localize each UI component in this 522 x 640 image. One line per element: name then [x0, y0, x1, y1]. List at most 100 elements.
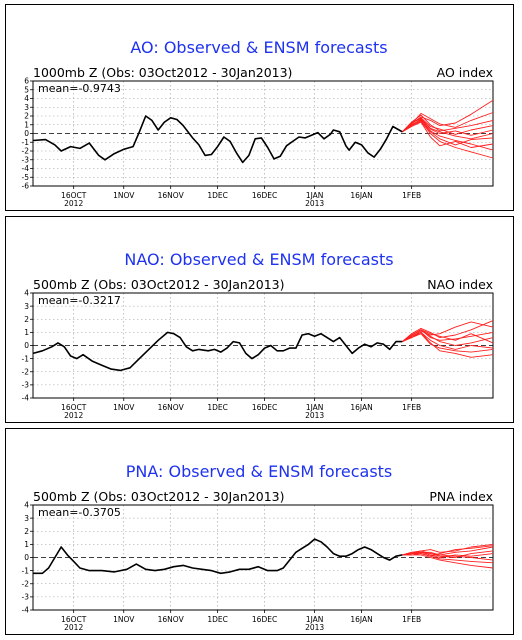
- forecast-line: [402, 331, 494, 350]
- chart-subtitle: 500mb Z (Obs: 03Oct2012 - 30Jan2013): [33, 489, 284, 504]
- x-tick-label: 16NOV: [158, 615, 185, 624]
- x-tick-label: 16NOV: [158, 191, 185, 200]
- forecast-group: [402, 543, 494, 569]
- index-label: NAO index: [427, 277, 493, 292]
- chart-subtitle: 500mb Z (Obs: 03Oct2012 - 30Jan2013): [33, 277, 284, 292]
- x-tick-label: 16OCT: [61, 615, 87, 624]
- y-tick-label: -4: [22, 606, 30, 615]
- forecast-line: [402, 333, 494, 353]
- x-tick-label: 16DEC: [252, 403, 277, 412]
- grid: [33, 81, 493, 186]
- x-tick-label: 16DEC: [252, 191, 277, 200]
- y-tick-label: 3: [24, 514, 29, 523]
- x-tick-label: 16JAN: [350, 403, 372, 412]
- y-tick-label: 1: [24, 120, 29, 129]
- y-tick-label: 6: [24, 77, 29, 86]
- y-tick-label: -3: [22, 381, 30, 390]
- x-tick-label: 1NOV: [113, 191, 135, 200]
- y-tick-label: -1: [22, 354, 30, 363]
- x-tick-year: 2013: [305, 411, 324, 420]
- y-tick-label: 0: [24, 341, 29, 350]
- forecast-line: [402, 551, 494, 558]
- chart-title: AO: Observed & ENSM forecasts: [130, 38, 387, 57]
- forecast-line: [402, 119, 494, 146]
- nao-chart: NAO: Observed & ENSM forecasts 500mb Z (O…: [22, 250, 494, 420]
- chart-title: PNA: Observed & ENSM forecasts: [126, 462, 393, 481]
- y-tick-label: 2: [24, 527, 29, 536]
- y-tick-label: 1: [24, 328, 29, 337]
- y-tick-label: -3: [22, 593, 30, 602]
- nao-panel: NAO: Observed & ENSM forecasts 500mb Z (O…: [5, 216, 514, 423]
- ao-chart: AO: Observed & ENSM forecasts 1000mb Z (O…: [22, 38, 494, 208]
- x-tick-label: 16OCT: [61, 403, 87, 412]
- x-tick-label: 1NOV: [113, 403, 135, 412]
- forecast-line: [402, 99, 494, 133]
- y-tick-label: 3: [24, 302, 29, 311]
- ao-panel: AO: Observed & ENSM forecasts 1000mb Z (O…: [5, 4, 514, 211]
- x-tick-year: 2012: [64, 623, 83, 632]
- forecast-group: [401, 99, 494, 159]
- chart-title: NAO: Observed & ENSM forecasts: [124, 250, 393, 269]
- x-tick-label: 1JAN: [306, 191, 324, 200]
- y-tick-label: -6: [22, 182, 30, 191]
- mean-label: mean=-0.3705: [38, 506, 121, 519]
- y-tick-label: -2: [22, 367, 30, 376]
- mean-label: mean=-0.3217: [38, 294, 121, 307]
- observed-line: [33, 538, 403, 575]
- index-label: AO index: [437, 65, 493, 80]
- y-tick-label: -1: [22, 138, 30, 147]
- y-tick-label: 2: [24, 315, 29, 324]
- y-tick-label: 0: [24, 553, 29, 562]
- forecast-line: [401, 118, 494, 136]
- y-tick-label: -3: [22, 155, 30, 164]
- y-tick-label: 3: [24, 103, 29, 112]
- plot-frame: [32, 292, 494, 399]
- x-tick-year: 2013: [305, 199, 324, 208]
- index-label: PNA index: [429, 489, 493, 504]
- observed-line: [32, 331, 403, 372]
- pna-panel: PNA: Observed & ENSM forecasts 500mb Z (O…: [5, 428, 514, 635]
- y-tick-label: -5: [22, 173, 30, 182]
- grid: [33, 293, 493, 398]
- x-tick-label: 1JAN: [306, 615, 324, 624]
- forecast-line: [402, 551, 494, 561]
- y-tick-label: 4: [24, 501, 29, 510]
- x-tick-year: 2013: [305, 623, 324, 632]
- x-tick-label: 1FEB: [402, 615, 421, 624]
- y-tick-label: 2: [24, 112, 29, 121]
- x-tick-label: 16JAN: [350, 615, 372, 624]
- y-tick-label: -1: [22, 566, 30, 575]
- x-tick-year: 2012: [64, 199, 83, 208]
- observed-line: [32, 115, 403, 164]
- x-tick-label: 1FEB: [402, 403, 421, 412]
- forecast-line: [402, 545, 494, 557]
- y-tick-label: 4: [24, 94, 29, 103]
- y-tick-label: -2: [22, 579, 30, 588]
- x-tick-label: 1DEC: [207, 191, 228, 200]
- x-tick-year: 2012: [64, 411, 83, 420]
- x-tick-label: 1DEC: [207, 403, 228, 412]
- x-tick-label: 1NOV: [113, 615, 135, 624]
- y-tick-label: -2: [22, 147, 30, 156]
- mean-label: mean=-0.9743: [38, 82, 121, 95]
- x-tick-label: 16OCT: [61, 191, 87, 200]
- x-tick-label: 1FEB: [402, 191, 421, 200]
- y-tick-label: 4: [24, 289, 29, 298]
- forecast-line: [402, 121, 494, 148]
- y-tick-label: 0: [24, 129, 29, 138]
- forecast-line: [402, 329, 494, 344]
- x-tick-label: 1JAN: [306, 403, 324, 412]
- x-tick-label: 16NOV: [158, 403, 185, 412]
- y-tick-label: 1: [24, 540, 29, 549]
- forecast-group: [402, 320, 494, 358]
- y-tick-label: 5: [24, 85, 29, 94]
- y-tick-label: -4: [22, 394, 30, 403]
- pna-chart: PNA: Observed & ENSM forecasts 500mb Z (O…: [22, 462, 494, 632]
- chart-subtitle: 1000mb Z (Obs: 03Oct2012 - 30Jan2013): [33, 65, 292, 80]
- y-tick-label: -4: [22, 164, 30, 173]
- forecast-line: [402, 120, 494, 159]
- plot-frame: [32, 504, 494, 611]
- x-tick-label: 16JAN: [350, 191, 372, 200]
- x-tick-label: 16DEC: [252, 615, 277, 624]
- x-tick-label: 1DEC: [207, 615, 228, 624]
